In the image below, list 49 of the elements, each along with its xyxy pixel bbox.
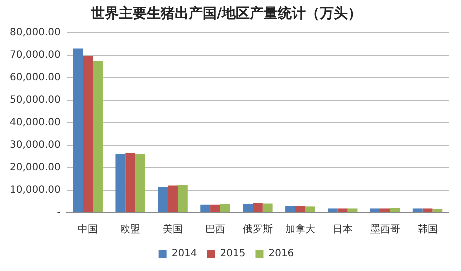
y-tick-label: 20,000.00 (10, 162, 61, 174)
y-tick-label: 30,000.00 (10, 140, 61, 152)
legend-label: 2014 (172, 248, 198, 260)
bar (158, 188, 168, 212)
bar (126, 153, 136, 212)
x-tick-label: 韩国 (418, 224, 438, 236)
y-tick-label: 70,000.00 (10, 50, 61, 61)
bar (210, 204, 220, 212)
bar (93, 61, 103, 212)
y-tick-label: 40,000.00 (10, 117, 61, 128)
bar (328, 208, 338, 212)
bar (412, 208, 423, 212)
bar (73, 48, 84, 212)
bar (338, 208, 348, 212)
bar (83, 56, 94, 212)
x-tick-label: 欧盟 (120, 224, 141, 236)
y-tick-label: 10,000.00 (10, 185, 61, 196)
bar (390, 208, 400, 212)
bar (348, 208, 358, 212)
bar (286, 206, 296, 212)
bar (168, 186, 178, 212)
x-tick-label: 巴西 (205, 224, 226, 236)
x-tick-label: 俄罗斯 (242, 224, 273, 236)
y-tick-label: - (57, 208, 62, 219)
y-tick-label: 80,000.00 (10, 27, 61, 38)
bar (422, 208, 433, 212)
x-tick-label: 日本 (332, 224, 353, 236)
bar (220, 204, 230, 212)
bar (200, 204, 211, 212)
bar (178, 185, 188, 212)
bar (370, 208, 380, 212)
y-tick-label: 60,000.00 (10, 72, 61, 84)
x-tick-label: 中国 (78, 224, 98, 236)
bar (432, 209, 443, 212)
bar (262, 204, 273, 212)
x-tick-label: 墨西哥 (370, 224, 400, 236)
legend-label: 2016 (268, 248, 294, 260)
bar (136, 154, 146, 212)
chart-title: 世界主要生猪出产国/地区产量统计（万头） (90, 5, 362, 22)
x-tick-label: 美国 (163, 224, 184, 236)
bar (252, 203, 263, 212)
bar (243, 204, 253, 212)
bar (116, 154, 126, 212)
bar (295, 206, 306, 212)
bar (380, 208, 390, 212)
y-tick-label: 50,000.00 (10, 94, 61, 106)
bar (305, 206, 316, 212)
legend-label: 2015 (220, 248, 246, 260)
x-tick-label: 加拿大 (285, 224, 316, 236)
